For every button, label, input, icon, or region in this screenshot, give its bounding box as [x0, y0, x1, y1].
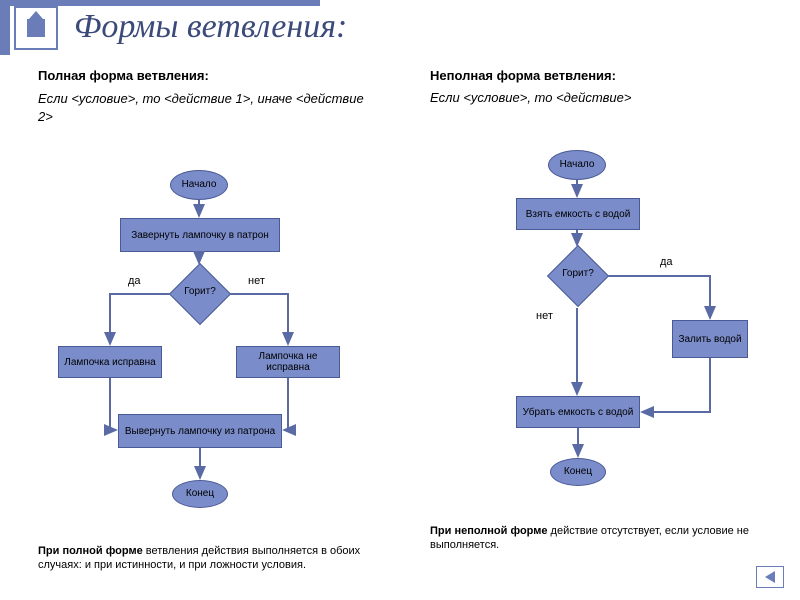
- left-no-proc: Лампочка не исправна: [236, 346, 340, 378]
- left-subtitle: Полная форма ветвления:: [38, 68, 209, 83]
- left-note-bold: При полной форме: [38, 545, 143, 557]
- left-edge-no: нет: [248, 275, 265, 287]
- right-note: При неполной форме действие отсутствует,…: [430, 524, 750, 553]
- left-decision-label: Горит?: [170, 287, 230, 297]
- left-desc: Если <условие>, то <действие 1>, иначе <…: [38, 90, 378, 125]
- left-proc2: Вывернуть лампочку из патрона: [118, 414, 282, 448]
- left-note: При полной форме ветвления действия выпо…: [38, 544, 398, 573]
- right-edge-no: нет: [536, 310, 553, 322]
- left-yes-proc: Лампочка исправна: [58, 346, 162, 378]
- left-proc1: Завернуть лампочку в патрон: [120, 218, 280, 252]
- right-proc1: Взять емкость с водой: [516, 198, 640, 230]
- right-proc2: Убрать емкость с водой: [516, 396, 640, 428]
- right-subtitle: Неполная форма ветвления:: [430, 68, 616, 83]
- title-icon: [14, 6, 58, 50]
- right-decision-label: Горит?: [548, 269, 608, 279]
- nav-back-button[interactable]: [756, 566, 784, 588]
- right-note-bold: При неполной форме: [430, 525, 548, 537]
- right-edge-yes: да: [660, 256, 673, 268]
- left-end: Конец: [172, 480, 228, 508]
- right-yes-proc: Залить водой: [672, 320, 748, 358]
- right-end: Конец: [550, 458, 606, 486]
- slide-title: Формы ветвления:: [74, 8, 347, 46]
- title-decor-left: [0, 0, 10, 55]
- left-edge-yes: да: [128, 275, 141, 287]
- right-desc: Если <условие>, то <действие>: [430, 90, 770, 105]
- left-start: Начало: [170, 170, 228, 200]
- right-start: Начало: [548, 150, 606, 180]
